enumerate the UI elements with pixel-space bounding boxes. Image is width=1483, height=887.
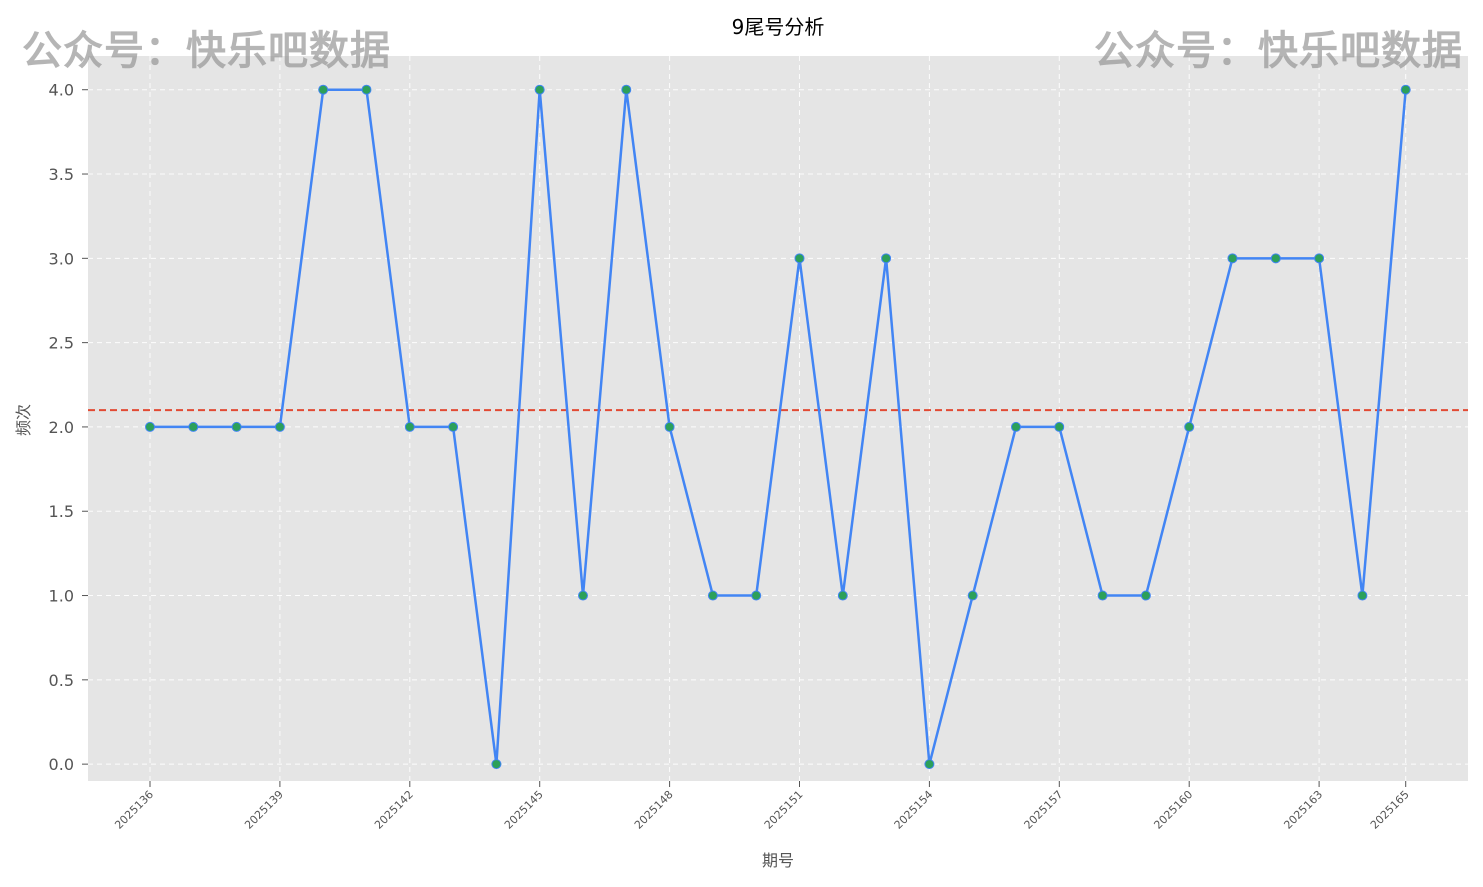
x-tick-label: 2025157 [1022, 788, 1066, 832]
data-point [404, 421, 415, 432]
series-line [150, 88, 1407, 766]
data-point [924, 759, 935, 770]
x-tick-label: 2025163 [1281, 788, 1325, 832]
watermark-right: 公众号：快乐吧数据 [1094, 28, 1463, 74]
x-tick-label: 2025136 [112, 788, 156, 832]
data-point [794, 253, 805, 264]
data-point [274, 421, 285, 432]
x-tick-label: 2025139 [242, 788, 286, 832]
data-point [621, 84, 632, 95]
data-point [707, 590, 718, 601]
data-point [448, 421, 459, 432]
data-point [145, 421, 155, 432]
data-point [967, 590, 978, 601]
y-tick-label: 4.0 [49, 81, 74, 100]
data-point [534, 84, 545, 95]
x-tick-label: 2025151 [762, 788, 806, 832]
chart-title: 9尾号分析 [732, 15, 825, 39]
y-tick-label: 3.0 [49, 249, 74, 268]
x-tick-label: 2025154 [892, 788, 936, 832]
data-point [1400, 84, 1411, 95]
y-tick-label: 2.0 [49, 418, 74, 437]
y-tick-label: 1.5 [49, 502, 74, 521]
data-point [1357, 590, 1368, 601]
data-point [231, 421, 242, 432]
x-tick-label: 2025165 [1368, 788, 1412, 832]
data-point [1314, 253, 1325, 264]
data-point [1270, 253, 1281, 264]
data-point [491, 759, 502, 770]
series-layer [145, 84, 1411, 770]
x-axis-label: 期号 [762, 851, 794, 870]
y-tick-label: 0.5 [49, 671, 74, 690]
data-point [664, 421, 675, 432]
y-tick-label: 3.5 [49, 165, 74, 184]
data-point [1054, 421, 1065, 432]
data-point [578, 590, 588, 601]
data-point [1227, 253, 1238, 264]
x-tick-label: 2025160 [1151, 788, 1195, 832]
y-tick-label: 0.0 [49, 755, 74, 774]
y-axis-label: 频次 [14, 404, 33, 436]
data-point [1011, 421, 1021, 432]
data-point [881, 253, 892, 264]
y-tick-label: 1.0 [49, 587, 74, 606]
data-point [1097, 590, 1108, 601]
x-tick-label: 2025148 [632, 788, 676, 832]
data-point [318, 84, 329, 95]
data-point [1184, 421, 1195, 432]
data-point [751, 590, 762, 601]
data-point [1140, 590, 1151, 601]
data-point [837, 590, 848, 601]
x-tick-label: 2025145 [502, 788, 546, 832]
data-point [188, 421, 199, 432]
y-tick-label: 2.5 [49, 334, 74, 353]
data-point [361, 84, 372, 95]
watermark-left: 公众号：快乐吧数据 [22, 28, 391, 74]
grid-layer [88, 56, 1468, 781]
x-tick-label: 2025142 [372, 788, 416, 832]
